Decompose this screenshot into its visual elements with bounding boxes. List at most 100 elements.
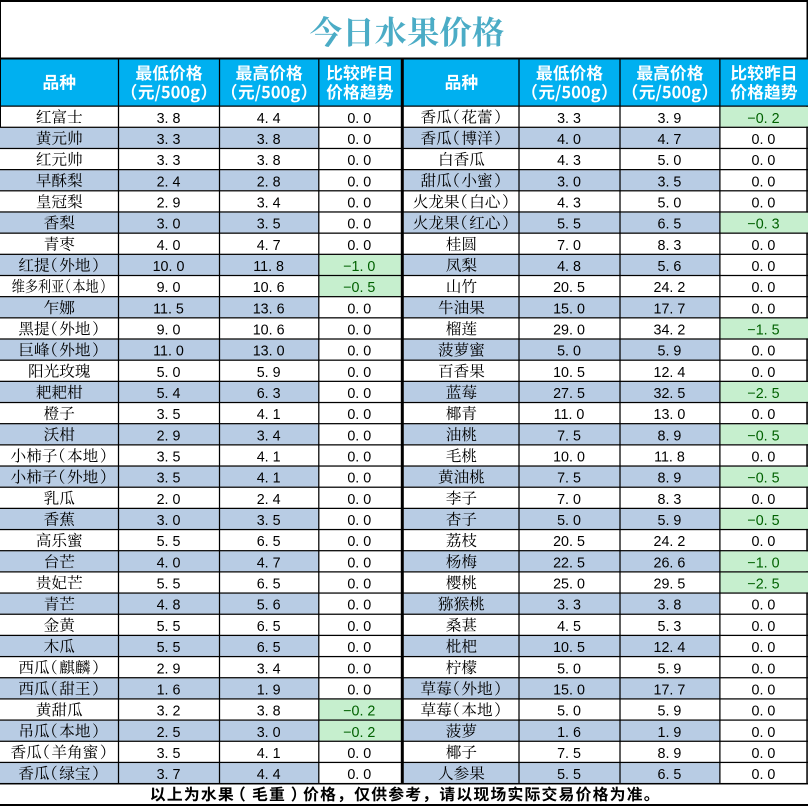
svg-text:13. 6: 13. 6	[253, 301, 285, 317]
svg-text:0. 0: 0. 0	[347, 640, 371, 656]
svg-text:6. 5: 6. 5	[658, 767, 682, 783]
svg-text:22. 5: 22. 5	[553, 555, 585, 571]
svg-text:5. 5: 5. 5	[157, 534, 181, 550]
svg-text:5. 6: 5. 6	[658, 259, 682, 275]
svg-text:−1. 0: −1. 0	[747, 555, 779, 571]
svg-text:12. 4: 12. 4	[654, 365, 686, 381]
svg-text:32. 5: 32. 5	[654, 386, 686, 402]
svg-text:2. 8: 2. 8	[257, 174, 281, 190]
svg-text:0. 0: 0. 0	[752, 344, 776, 360]
svg-text:10. 0: 10. 0	[553, 450, 585, 466]
svg-text:0. 0: 0. 0	[752, 767, 776, 783]
svg-text:3. 8: 3. 8	[257, 153, 281, 169]
svg-text:3. 4: 3. 4	[257, 661, 281, 677]
svg-text:0. 0: 0. 0	[752, 661, 776, 677]
svg-text:0. 0: 0. 0	[752, 259, 776, 275]
svg-text:−2. 5: −2. 5	[747, 386, 779, 402]
svg-text:5. 0: 5. 0	[157, 365, 181, 381]
svg-text:3. 3: 3. 3	[557, 111, 581, 127]
svg-text:4. 8: 4. 8	[557, 259, 581, 275]
svg-text:−0. 5: −0. 5	[747, 513, 779, 529]
svg-text:0. 0: 0. 0	[752, 534, 776, 550]
svg-text:−1. 0: −1. 0	[343, 259, 375, 275]
svg-text:6. 5: 6. 5	[658, 217, 682, 233]
svg-text:15. 0: 15. 0	[553, 682, 585, 698]
svg-text:0. 0: 0. 0	[347, 111, 371, 127]
svg-text:−1. 5: −1. 5	[747, 323, 779, 339]
svg-text:1. 9: 1. 9	[257, 682, 281, 698]
svg-text:0. 0: 0. 0	[752, 280, 776, 296]
svg-text:1. 6: 1. 6	[157, 682, 181, 698]
svg-text:7. 5: 7. 5	[557, 746, 581, 762]
svg-text:4. 8: 4. 8	[157, 598, 181, 614]
svg-text:4. 0: 4. 0	[557, 132, 581, 148]
svg-text:3. 8: 3. 8	[257, 704, 281, 720]
svg-text:0. 0: 0. 0	[347, 577, 371, 593]
svg-text:2. 4: 2. 4	[157, 174, 181, 190]
svg-text:0. 0: 0. 0	[752, 301, 776, 317]
svg-text:3. 5: 3. 5	[157, 471, 181, 487]
svg-text:3. 0: 3. 0	[557, 174, 581, 190]
svg-text:8. 3: 8. 3	[658, 238, 682, 254]
svg-text:13. 0: 13. 0	[253, 344, 285, 360]
svg-text:4. 0: 4. 0	[157, 555, 181, 571]
svg-text:5. 3: 5. 3	[658, 619, 682, 635]
svg-text:3. 5: 3. 5	[157, 746, 181, 762]
svg-text:0. 0: 0. 0	[752, 725, 776, 741]
svg-text:3. 9: 3. 9	[658, 111, 682, 127]
svg-text:−0. 2: −0. 2	[747, 111, 779, 127]
svg-text:3. 5: 3. 5	[157, 450, 181, 466]
svg-text:0. 0: 0. 0	[347, 132, 371, 148]
svg-text:0. 0: 0. 0	[752, 619, 776, 635]
svg-text:0. 0: 0. 0	[347, 534, 371, 550]
svg-text:7. 5: 7. 5	[557, 471, 581, 487]
svg-text:0. 0: 0. 0	[347, 323, 371, 339]
svg-text:3. 5: 3. 5	[658, 174, 682, 190]
svg-text:3. 8: 3. 8	[658, 598, 682, 614]
svg-text:12. 4: 12. 4	[654, 640, 686, 656]
svg-text:0. 0: 0. 0	[752, 492, 776, 508]
svg-text:0. 0: 0. 0	[347, 365, 371, 381]
svg-text:0. 0: 0. 0	[752, 174, 776, 190]
svg-text:0. 0: 0. 0	[752, 682, 776, 698]
svg-text:2. 9: 2. 9	[157, 661, 181, 677]
svg-text:0. 0: 0. 0	[347, 428, 371, 444]
svg-text:4. 7: 4. 7	[257, 238, 281, 254]
svg-text:0. 0: 0. 0	[347, 301, 371, 317]
svg-text:4. 4: 4. 4	[257, 767, 281, 783]
svg-text:0. 0: 0. 0	[752, 450, 776, 466]
svg-text:26. 6: 26. 6	[654, 555, 686, 571]
svg-text:0. 0: 0. 0	[752, 365, 776, 381]
svg-text:0. 0: 0. 0	[347, 471, 371, 487]
svg-text:0. 0: 0. 0	[347, 174, 371, 190]
svg-text:−0. 3: −0. 3	[747, 217, 779, 233]
svg-text:5. 0: 5. 0	[658, 153, 682, 169]
svg-text:3. 3: 3. 3	[157, 153, 181, 169]
svg-text:3. 2: 3. 2	[157, 704, 181, 720]
svg-text:10. 5: 10. 5	[553, 365, 585, 381]
svg-text:8. 9: 8. 9	[658, 471, 682, 487]
svg-text:6. 5: 6. 5	[257, 640, 281, 656]
svg-text:5. 0: 5. 0	[557, 661, 581, 677]
svg-text:10. 6: 10. 6	[253, 280, 285, 296]
svg-text:27. 5: 27. 5	[553, 386, 585, 402]
svg-text:6. 3: 6. 3	[257, 386, 281, 402]
svg-text:0. 0: 0. 0	[752, 132, 776, 148]
svg-text:15. 0: 15. 0	[553, 301, 585, 317]
svg-text:0. 0: 0. 0	[347, 513, 371, 529]
svg-text:0. 0: 0. 0	[752, 238, 776, 254]
svg-text:5. 0: 5. 0	[658, 195, 682, 211]
svg-text:3. 0: 3. 0	[157, 217, 181, 233]
svg-text:−0. 5: −0. 5	[343, 280, 375, 296]
svg-text:4. 1: 4. 1	[257, 450, 281, 466]
svg-text:4. 3: 4. 3	[557, 153, 581, 169]
svg-text:2. 5: 2. 5	[157, 725, 181, 741]
svg-text:0. 0: 0. 0	[347, 767, 371, 783]
svg-text:5. 5: 5. 5	[157, 577, 181, 593]
svg-text:5. 0: 5. 0	[557, 513, 581, 529]
svg-text:6. 5: 6. 5	[257, 619, 281, 635]
svg-text:9. 0: 9. 0	[157, 323, 181, 339]
svg-text:0. 0: 0. 0	[752, 407, 776, 423]
svg-text:10. 5: 10. 5	[553, 640, 585, 656]
svg-text:8. 3: 8. 3	[658, 492, 682, 508]
